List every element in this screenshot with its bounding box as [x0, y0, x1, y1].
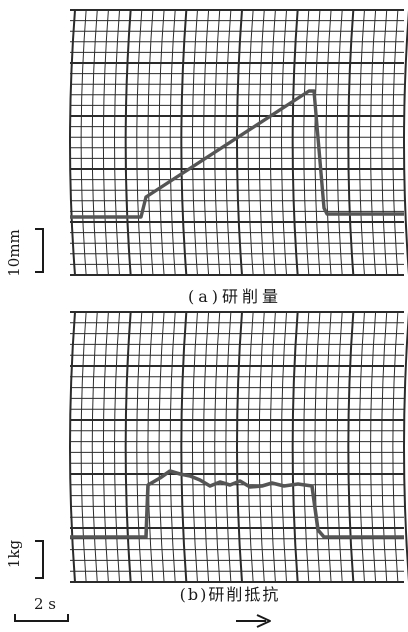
scale-bar-1kg: [35, 540, 44, 579]
grid-line-vertical: [203, 9, 210, 276]
grid-line-vertical: [358, 9, 365, 276]
time-scale-label: 2 s: [34, 595, 56, 613]
grid-line-vertical: [147, 9, 154, 276]
grid-line-vertical: [180, 311, 188, 583]
grid-line-vertical: [225, 9, 232, 276]
caption-b: (b)研削抵抗: [180, 585, 281, 604]
grid-line-vertical: [347, 9, 355, 276]
grid-line-vertical: [247, 9, 254, 276]
grid-line-vertical: [203, 311, 210, 583]
grid-line-vertical: [247, 311, 254, 583]
grid-line-vertical: [236, 311, 243, 583]
grid-line-vertical: [80, 311, 87, 583]
grid-line-vertical: [281, 311, 288, 583]
grid-line-vertical: [80, 9, 87, 276]
grid-line-vertical: [303, 311, 310, 583]
grid-line-vertical: [191, 9, 198, 276]
grid-line-vertical: [102, 9, 109, 276]
trace-a-grinding-amount: [70, 89, 404, 219]
grid-line-vertical: [91, 311, 98, 583]
grid-line-vertical: [303, 9, 310, 276]
grid-line-vertical: [381, 9, 388, 276]
grid-b: [69, 311, 408, 583]
grid-line-vertical: [358, 311, 365, 583]
right-arrow-icon: [236, 614, 271, 628]
grid-line-vertical: [69, 311, 76, 583]
scale-label-10mm: 10mm: [5, 229, 23, 277]
grid-line-vertical: [314, 9, 321, 276]
grid-line-vertical: [281, 9, 288, 276]
grid-line-vertical: [392, 311, 399, 583]
grid-line-vertical: [158, 311, 165, 583]
time-scale-bar: [14, 614, 69, 622]
grid-line-vertical: [158, 9, 165, 276]
grid-a: [69, 9, 408, 276]
caption-a: (a)研削量: [188, 287, 282, 306]
grid-line-vertical: [392, 9, 399, 276]
grid-line-vertical: [370, 311, 377, 583]
scale-bar-10mm: [35, 228, 44, 273]
grid-line-vertical: [236, 9, 243, 276]
grid-line-vertical: [225, 311, 232, 583]
trace-b-grinding-resistance: [70, 469, 404, 539]
grid-line-vertical: [291, 311, 299, 583]
panel-a: [69, 9, 408, 276]
grid-line-vertical: [69, 9, 76, 276]
grid-line-vertical: [214, 311, 221, 583]
grid-line-vertical: [169, 311, 176, 583]
grid-line-vertical: [347, 311, 355, 583]
grid-line-vertical: [291, 9, 299, 276]
grid-line-vertical: [403, 311, 408, 583]
grid-line-vertical: [403, 9, 408, 276]
grid-line-vertical: [269, 311, 276, 583]
grid-line-vertical: [258, 311, 265, 583]
grid-line-vertical: [169, 9, 176, 276]
grid-line-vertical: [269, 9, 276, 276]
grid-line-vertical: [214, 9, 221, 276]
grid-line-vertical: [325, 311, 332, 583]
scale-label-1kg: 1kg: [5, 539, 23, 568]
grid-line-vertical: [191, 311, 198, 583]
grid-line-vertical: [136, 9, 143, 276]
grid-line-vertical: [370, 9, 377, 276]
panel-b: [69, 311, 408, 583]
grid-line-vertical: [102, 311, 109, 583]
grid-line-vertical: [325, 9, 332, 276]
grid-line-vertical: [136, 311, 143, 583]
grid-line-vertical: [180, 9, 188, 276]
grid-line-vertical: [124, 9, 132, 276]
grid-line-vertical: [258, 9, 265, 276]
grid-line-vertical: [114, 311, 121, 583]
grid-line-vertical: [381, 311, 388, 583]
grid-line-vertical: [114, 9, 121, 276]
grid-line-vertical: [91, 9, 98, 276]
grid-line-vertical: [124, 311, 132, 583]
grid-line-vertical: [336, 311, 343, 583]
grid-line-vertical: [336, 9, 343, 276]
grid-line-vertical: [314, 311, 321, 583]
grid-line-vertical: [147, 311, 154, 583]
